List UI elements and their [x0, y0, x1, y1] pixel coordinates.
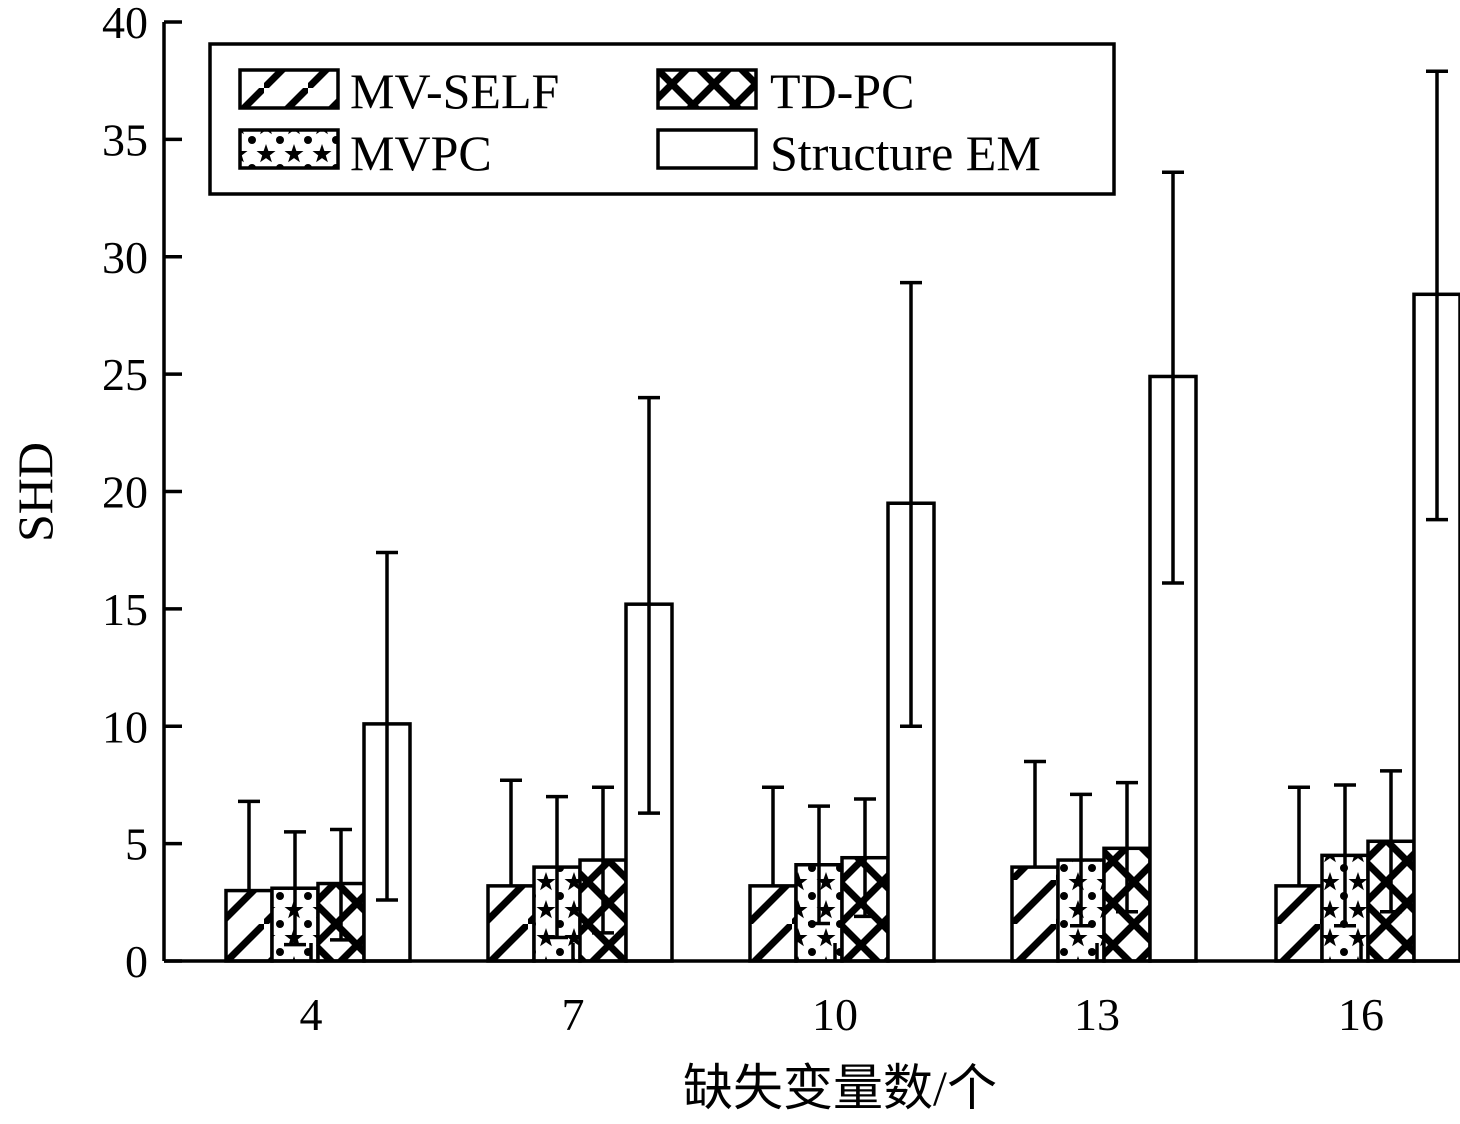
error-bar-td-pc-16	[1380, 769, 1402, 914]
error-bar-structure-em-7	[638, 395, 660, 815]
error-bar-mvpc-13	[1070, 792, 1092, 928]
y-tick-label: 0	[125, 936, 148, 987]
y-tick-label: 20	[102, 467, 148, 518]
y-tick-label: 10	[102, 701, 148, 752]
error-bar-mv-self-10	[762, 785, 784, 886]
y-tick-label: 35	[102, 114, 148, 165]
bar-mv-self-4	[224, 888, 274, 963]
legend-label-structure-em: Structure EM	[770, 125, 1041, 181]
error-bar-mvpc-7	[546, 794, 568, 940]
x-tick-label: 13	[1074, 989, 1120, 1040]
error-bar-td-pc-4	[330, 827, 352, 942]
legend-label-td-pc: TD-PC	[770, 63, 914, 119]
error-bar-mv-self-13	[1024, 759, 1046, 868]
bar-mv-self-10	[748, 884, 798, 963]
error-bar-structure-em-16	[1426, 69, 1448, 522]
error-bar-mv-self-4	[238, 799, 260, 891]
bar-mv-self-7	[486, 884, 536, 963]
error-bar-mv-self-16	[1288, 785, 1310, 886]
y-tick-label: 25	[102, 349, 148, 400]
x-axis-title: 缺失变量数/个	[683, 1060, 997, 1116]
legend-label-mvpc: MVPC	[350, 125, 492, 181]
x-tick-label: 10	[812, 989, 858, 1040]
y-tick-label: 15	[102, 584, 148, 635]
legend: MV-SELF MVPC TD-PC Structure EM	[208, 42, 1116, 196]
x-tick-label: 7	[562, 989, 585, 1040]
legend-swatch-mv-self	[238, 68, 340, 110]
y-axis-title: SHD	[7, 442, 63, 542]
y-tick-label: 40	[102, 0, 148, 48]
legend-label-mv-self: MV-SELF	[350, 63, 559, 119]
x-tick-label: 16	[1338, 989, 1384, 1040]
error-bar-mv-self-7	[500, 778, 522, 886]
legend-swatch-td-pc	[656, 68, 758, 110]
error-bar-mvpc-16	[1334, 783, 1356, 928]
error-bar-structure-em-4	[376, 550, 398, 902]
error-bar-mvpc-4	[284, 830, 306, 947]
error-bar-td-pc-13	[1116, 780, 1138, 914]
error-bar-structure-em-13	[1162, 170, 1184, 585]
y-tick-label: 5	[125, 819, 148, 870]
legend-swatch-structure-em	[656, 128, 758, 170]
error-bar-mvpc-10	[808, 804, 830, 926]
x-tick-label: 4	[300, 989, 323, 1040]
error-bar-td-pc-10	[854, 797, 876, 919]
bar-mv-self-13	[1010, 865, 1060, 963]
legend-swatch-mvpc	[238, 128, 340, 170]
bar-mv-self-16	[1274, 884, 1324, 963]
error-bar-td-pc-7	[592, 785, 614, 935]
error-bar-structure-em-10	[900, 280, 922, 728]
y-tick-label: 30	[102, 232, 148, 283]
